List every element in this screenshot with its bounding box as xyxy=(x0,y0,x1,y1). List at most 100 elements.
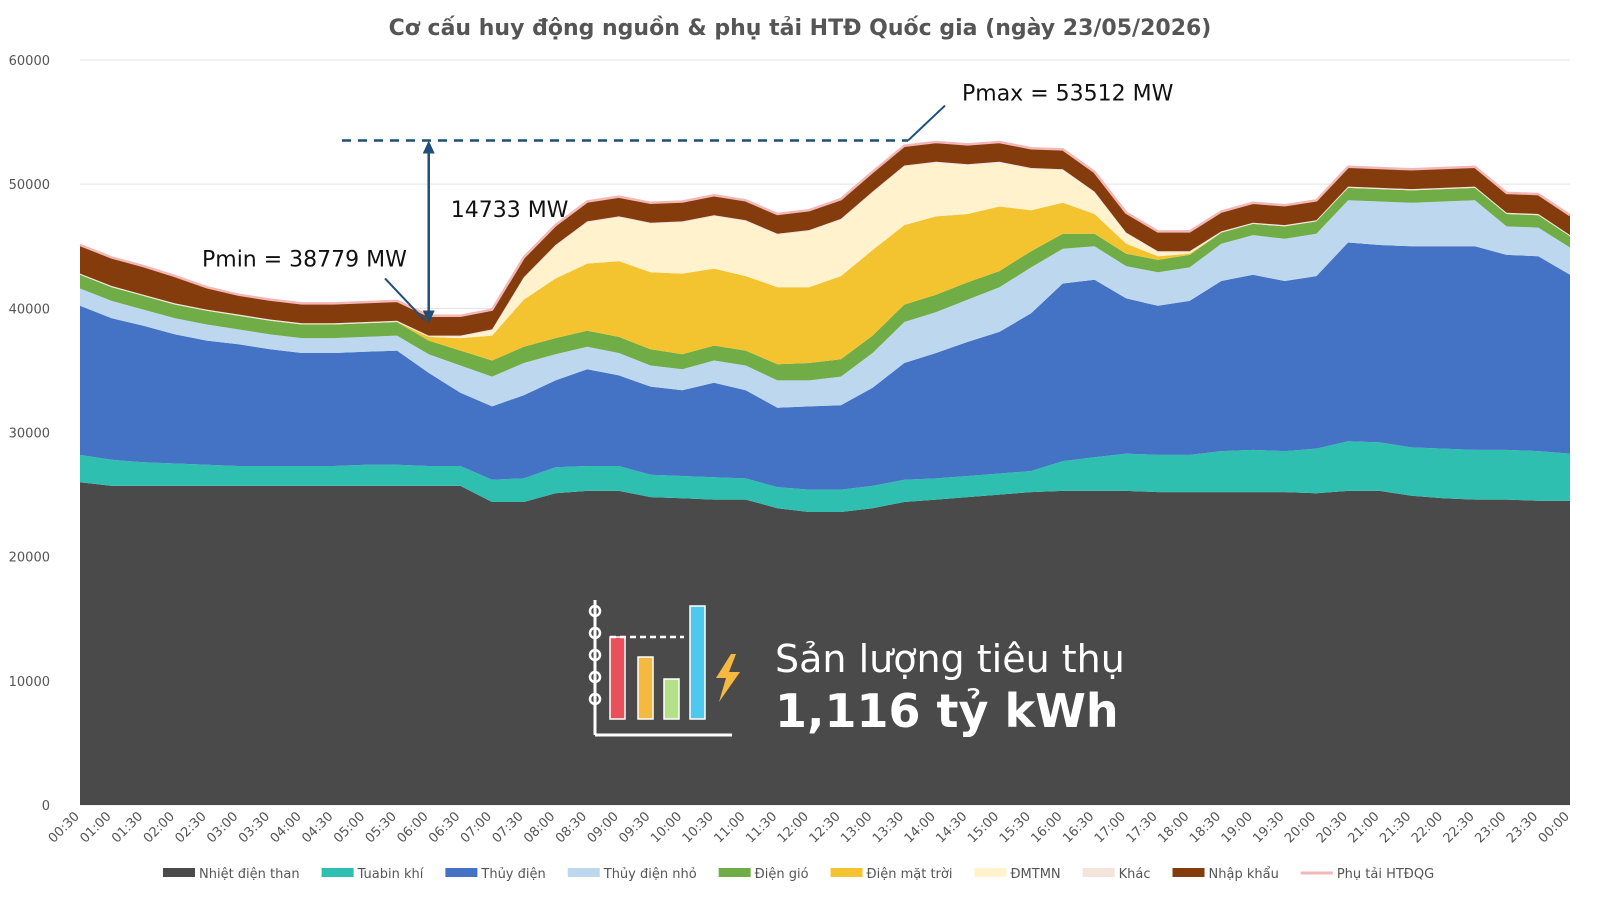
y-tick-label: 40000 xyxy=(9,302,50,317)
legend-label: Nhiệt điện than xyxy=(199,867,300,882)
pmin-leader-line xyxy=(384,277,426,322)
x-tick-label: 09:00 xyxy=(585,809,622,846)
x-tick-label: 16:30 xyxy=(1060,809,1097,846)
y-tick-label: 30000 xyxy=(9,427,50,442)
x-tick-label: 15:30 xyxy=(997,809,1034,846)
area-Điện mặt trời xyxy=(80,187,1570,365)
legend-swatch xyxy=(830,868,863,877)
legend-item: Phụ tải HTĐQG xyxy=(1300,867,1434,882)
x-tick-label: 18:30 xyxy=(1187,809,1224,846)
legend-item: Điện mặt trời xyxy=(830,867,953,882)
x-tick-label: 03:00 xyxy=(204,809,241,846)
x-tick-label: 01:00 xyxy=(77,809,114,846)
consumption-infobox: Sản lượng tiêu thụ 1,116 tỷ kWh xyxy=(588,600,1125,738)
pmax-leader-line xyxy=(907,104,946,142)
x-tick-label: 10:00 xyxy=(648,809,685,846)
legend-item: Thủy điện xyxy=(445,867,546,882)
difference-label: 14733 MW xyxy=(451,198,569,223)
x-tick-label: 20:00 xyxy=(1282,809,1319,846)
x-tick-label: 11:00 xyxy=(711,809,748,846)
x-tick-label: 00:00 xyxy=(1536,809,1573,846)
x-tick-label: 09:30 xyxy=(616,809,653,846)
stacked-areas xyxy=(79,140,1571,805)
x-tick-label: 01:30 xyxy=(109,809,146,846)
x-tick-label: 21:00 xyxy=(1346,809,1383,846)
x-tick-label: 16:00 xyxy=(1028,809,1065,846)
x-tick-label: 13:30 xyxy=(870,809,907,846)
x-tick-label: 08:30 xyxy=(553,809,590,846)
legend-item: Tuabin khí xyxy=(321,867,424,882)
difference-arrowhead-bottom xyxy=(422,310,435,324)
y-axis: 0 10000 20000 30000 40000 50000 60000 xyxy=(9,54,50,814)
legend-label: Tuabin khí xyxy=(357,867,424,882)
x-tick-label: 20:30 xyxy=(1314,809,1351,846)
bar-chart-lightning-icon xyxy=(588,600,740,737)
legend-item: Điện gió xyxy=(718,867,809,882)
x-tick-label: 12:00 xyxy=(775,809,812,846)
legend-item: Nhiệt điện than xyxy=(163,867,300,882)
legend-swatch xyxy=(163,868,195,877)
infobox-value: 1,116 tỷ kWh xyxy=(775,684,1119,738)
x-tick-label: 05:00 xyxy=(331,809,368,846)
legend: Nhiệt điện than Tuabin khí Thủy điện Thủy đ… xyxy=(163,867,1434,882)
x-tick-label: 19:30 xyxy=(1250,809,1287,846)
y-tick-label: 0 xyxy=(42,799,50,814)
x-tick-label: 22:30 xyxy=(1441,809,1478,846)
x-tick-label: 23:30 xyxy=(1504,809,1541,846)
area-Nhiệt điện than xyxy=(80,482,1570,805)
y-tick-label: 60000 xyxy=(9,54,50,69)
x-tick-label: 17:00 xyxy=(1092,809,1129,846)
difference-arrowhead-top xyxy=(422,140,435,154)
legend-label: Nhập khẩu xyxy=(1209,867,1279,882)
legend-swatch xyxy=(445,868,478,877)
legend-label: Điện mặt trời xyxy=(867,867,953,882)
area-ĐMTMN xyxy=(80,163,1570,339)
x-tick-label: 00:30 xyxy=(46,809,83,846)
legend-label: Thủy điện nhỏ xyxy=(603,867,697,882)
area-Tuabin khí xyxy=(80,441,1570,512)
legend-label: ĐMTMN xyxy=(1010,867,1060,882)
y-tick-label: 20000 xyxy=(9,551,50,566)
legend-item: ĐMTMN xyxy=(974,867,1061,882)
load-line xyxy=(79,140,1571,318)
x-tick-label: 02:30 xyxy=(173,809,210,846)
x-tick-label: 10:30 xyxy=(680,809,717,846)
legend-swatch xyxy=(1172,868,1205,877)
legend-swatch xyxy=(718,868,751,877)
infobox-title: Sản lượng tiêu thụ xyxy=(775,637,1125,681)
area-Thủy điện xyxy=(80,242,1570,490)
x-tick-label: 14:00 xyxy=(902,809,939,846)
legend-item: Thủy điện nhỏ xyxy=(567,867,697,882)
x-tick-label: 04:30 xyxy=(299,809,336,846)
pmax-label: Pmax = 53512 MW xyxy=(962,82,1174,107)
x-tick-label: 13:00 xyxy=(838,809,875,846)
y-tick-label: 50000 xyxy=(9,178,50,193)
legend-swatch xyxy=(1082,868,1115,877)
x-tick-label: 08:00 xyxy=(521,809,558,846)
legend-swatch xyxy=(321,868,354,877)
pmin-label: Pmin = 38779 MW xyxy=(202,247,407,272)
x-tick-label: 23:00 xyxy=(1472,809,1509,846)
x-tick-label: 18:00 xyxy=(1155,809,1192,846)
legend-swatch xyxy=(974,868,1007,877)
x-tick-label: 17:30 xyxy=(1124,809,1161,846)
x-tick-label: 02:00 xyxy=(141,809,178,846)
x-tick-label: 12:30 xyxy=(807,809,844,846)
chart-title: Cơ cấu huy động nguồn & phụ tải HTĐ Quốc… xyxy=(389,16,1212,41)
area-Thủy điện nhỏ xyxy=(80,200,1570,408)
legend-item: Khác xyxy=(1082,867,1151,882)
annotations: Pmax = 53512 MW 14733 MW Pmin = 38779 MW xyxy=(202,82,1174,324)
x-tick-label: 07:00 xyxy=(458,809,495,846)
legend-label: Thủy điện xyxy=(480,867,545,882)
x-tick-label: 14:30 xyxy=(933,809,970,846)
x-tick-label: 22:00 xyxy=(1409,809,1446,846)
x-tick-label: 03:30 xyxy=(236,809,273,846)
x-tick-label: 06:30 xyxy=(426,809,463,846)
x-tick-label: 05:30 xyxy=(363,809,400,846)
x-axis: 00:3001:0001:3002:0002:3003:0003:3004:00… xyxy=(46,809,1573,846)
legend-label: Khác xyxy=(1119,867,1151,882)
legend-item: Nhập khẩu xyxy=(1172,867,1279,882)
legend-label: Điện gió xyxy=(755,867,809,882)
